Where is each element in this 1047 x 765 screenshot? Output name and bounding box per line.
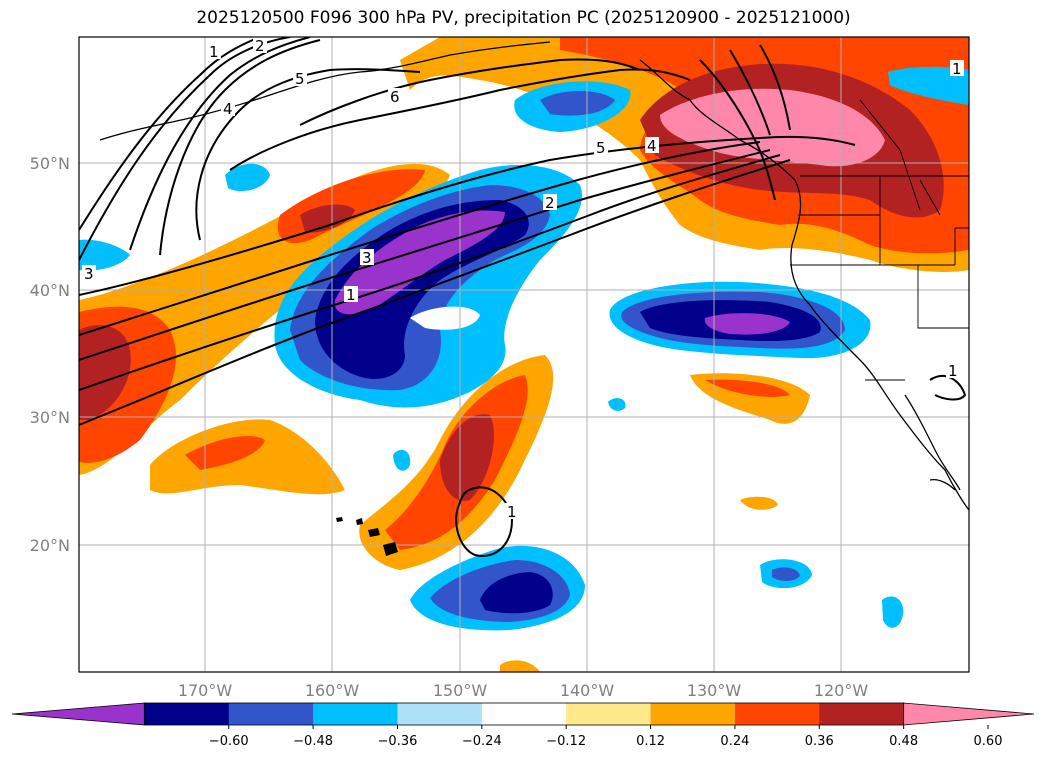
- graticule: [79, 37, 969, 672]
- colorbar-tick-label: 0.24: [720, 734, 749, 749]
- pv-contour-label: 1: [346, 286, 356, 304]
- positive-anomaly-region: [740, 496, 778, 510]
- longitude-labels: 170°W 160°W 150°W 140°W 130°W 120°W: [178, 681, 869, 700]
- colorbar: −0.60 −0.48 −0.36 −0.24 −0.12 0.12 0.24 0.36 0.4…: [11, 702, 1035, 749]
- map-title: 2025120500 F096 300 hPa PV, precipitatio…: [196, 8, 851, 28]
- precipitation-field: 1 2 5 4 6 3 5 4 2 3 1 1 1 1: [79, 37, 969, 672]
- colorbar-tick-label: −0.36: [378, 734, 418, 749]
- lon-label: 150°W: [433, 681, 488, 700]
- lat-label: 40°N: [30, 281, 70, 300]
- colorbar-tick-label: −0.48: [293, 734, 333, 749]
- political-borders: [790, 99, 969, 381]
- islands: [336, 517, 398, 556]
- negative-anomaly-region: [225, 163, 270, 192]
- colorbar-segment: [819, 703, 905, 725]
- pv-contour-label: 4: [647, 137, 657, 155]
- colorbar-tick-label: 0.12: [636, 734, 665, 749]
- pv-contour-label: 5: [596, 139, 606, 157]
- colorbar-tick-label: 0.60: [974, 734, 1003, 749]
- positive-anomaly-region: [79, 325, 131, 420]
- pv-contour-label: 5: [295, 70, 305, 88]
- coastlines: [99, 41, 969, 511]
- colorbar-segment: [481, 703, 567, 725]
- colorbar-segment: [313, 703, 398, 725]
- pv-contour-label: 2: [255, 37, 265, 55]
- positive-anomaly-region: [660, 88, 885, 167]
- colorbar-tick-label: 0.48: [889, 734, 918, 749]
- lon-label: 160°W: [305, 681, 360, 700]
- map-frame: [78, 36, 970, 673]
- negative-anomaly-region: [772, 567, 800, 581]
- lon-label: 140°W: [560, 681, 615, 700]
- negative-anomaly-region: [608, 398, 626, 411]
- lon-label: 120°W: [814, 681, 869, 700]
- colorbar-tick-label: 0.36: [805, 734, 834, 749]
- lat-label: 50°N: [30, 154, 70, 173]
- positive-anomaly-region: [300, 204, 355, 233]
- pv-contour-label: 3: [362, 249, 372, 267]
- negative-anomaly-region: [888, 66, 969, 105]
- pv-contour-label: 1: [507, 503, 517, 521]
- colorbar-tick-label: −0.60: [209, 734, 249, 749]
- colorbar-frame: [143, 702, 905, 726]
- negative-anomaly-region: [704, 313, 790, 335]
- lon-label: 130°W: [687, 681, 742, 700]
- pv-contour-label: 1: [209, 43, 219, 61]
- colorbar-segment: [228, 703, 314, 725]
- colorbar-segment: [734, 703, 820, 725]
- pv-contour-label: 4: [223, 100, 233, 118]
- negative-anomaly-region: [540, 91, 615, 116]
- negative-anomaly-region: [79, 239, 130, 271]
- latitude-labels: 50°N 40°N 30°N 20°N: [30, 154, 70, 555]
- positive-anomaly-region: [150, 419, 345, 495]
- lat-label: 20°N: [30, 536, 70, 555]
- positive-anomaly-region: [500, 660, 540, 672]
- pv-contour-label: 3: [84, 265, 94, 283]
- colorbar-tick-label: −0.24: [462, 734, 502, 749]
- colorbar-extend-high: [903, 702, 1035, 726]
- pv-contour-label: 1: [952, 60, 962, 78]
- colorbar-segment: [144, 703, 230, 725]
- colorbar-segment: [566, 703, 652, 725]
- colorbar-extend-low: [11, 702, 145, 726]
- pv-contour-label: 1: [948, 362, 958, 380]
- negative-anomaly-region: [410, 306, 480, 330]
- positive-anomaly-region: [440, 414, 494, 501]
- colorbar-segment: [397, 703, 483, 725]
- colorbar-segment: [650, 703, 736, 725]
- negative-anomaly-region: [882, 596, 904, 628]
- pv-contour-label: 6: [390, 88, 400, 106]
- pv-contour-labels: 1 2 5 4 6 3 5 4 2 3 1 1 1 1: [82, 37, 964, 521]
- lat-label: 30°N: [30, 408, 70, 427]
- negative-anomaly-region: [480, 572, 553, 614]
- lon-label: 170°W: [178, 681, 233, 700]
- colorbar-tick-label: −0.12: [546, 734, 586, 749]
- pv-contour-label: 2: [545, 194, 555, 212]
- positive-anomaly-region: [705, 379, 790, 397]
- negative-anomaly-region: [393, 449, 411, 471]
